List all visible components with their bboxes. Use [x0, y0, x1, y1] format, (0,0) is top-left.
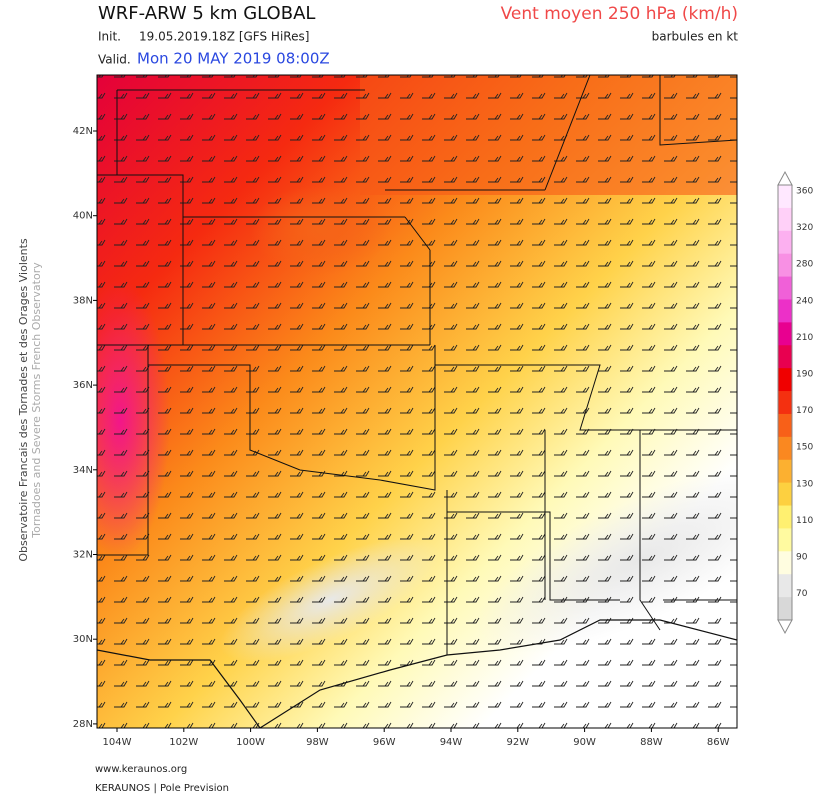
- lat-label: 28N: [73, 719, 93, 730]
- product: Vent moyen 250 hPa (km/h): [501, 4, 738, 24]
- colorbar-segment: [778, 574, 792, 598]
- colorbar-segment: [778, 345, 792, 369]
- colorbar-segment: [778, 551, 792, 575]
- colorbar-cap: [777, 619, 793, 635]
- colorbar-segment: [778, 322, 792, 346]
- lon-label: 92W: [506, 737, 529, 748]
- lon-label: 104W: [103, 737, 132, 748]
- lon-label: 86W: [707, 737, 730, 748]
- colorbar-label: 130: [796, 479, 813, 489]
- colorbar-segment: [778, 459, 792, 484]
- footer-credit: KERAUNOS | Pole Prevision: [95, 783, 229, 794]
- colorbar-label: 70: [796, 589, 808, 599]
- colorbar-segment: [778, 230, 792, 255]
- colorbar-segment: [778, 299, 792, 323]
- colorbar-segment: [778, 505, 792, 529]
- side-text: Tornadoes and Severe Storms French Obser…: [30, 262, 43, 539]
- colorbar-label: 360: [796, 187, 813, 197]
- valid-label: Valid.: [98, 53, 131, 67]
- side-text: Observatoire Francais des Tornades et de…: [17, 238, 30, 562]
- lat-label: 42N: [73, 126, 93, 137]
- lat-label: 32N: [73, 550, 93, 561]
- lat-label: 34N: [73, 465, 93, 476]
- colorbar-label: 150: [796, 443, 813, 453]
- map-frame: [96, 74, 738, 729]
- lat-label: 38N: [73, 295, 93, 306]
- lon-label: 100W: [236, 737, 265, 748]
- lat-label: 30N: [73, 634, 93, 645]
- colorbar-segment: [778, 597, 792, 621]
- barbs-note: barbules en kt: [652, 30, 739, 44]
- colorbar-label: 170: [796, 406, 813, 416]
- colorbar-label: 110: [796, 516, 813, 526]
- colorbar-label: 280: [796, 260, 813, 270]
- colorbar-segment: [778, 482, 792, 507]
- colorbar-segment: [778, 436, 792, 461]
- title: WRF-ARW 5 km GLOBAL: [98, 3, 315, 24]
- lon-label: 94W: [440, 737, 463, 748]
- valid-value: Mon 20 MAY 2019 08:00Z: [137, 50, 330, 68]
- colorbar-label: 90: [796, 553, 808, 563]
- colorbar-segment: [778, 391, 792, 415]
- colorbar-segment: [778, 185, 792, 209]
- colorbar-cap: [777, 170, 793, 186]
- colorbar-segment: [778, 207, 792, 232]
- colorbar-label: 210: [796, 333, 813, 343]
- init-value: 19.05.2019.18Z [GFS HiRes]: [139, 30, 309, 44]
- lon-label: 96W: [373, 737, 396, 748]
- lon-label: 90W: [573, 737, 596, 748]
- init-label: Init.: [98, 30, 121, 44]
- colorbar-segment: [778, 253, 792, 278]
- map: [97, 75, 737, 728]
- colorbar-label: 190: [796, 370, 813, 380]
- colorbar-frame: [777, 184, 793, 621]
- colorbar-segment: [778, 528, 792, 552]
- colorbar-segment: [778, 276, 792, 300]
- lon-label: 98W: [306, 737, 329, 748]
- lat-label: 36N: [73, 380, 93, 391]
- lat-label: 40N: [73, 211, 93, 222]
- colorbar-label: 320: [796, 223, 813, 233]
- footer-site: www.keraunos.org: [95, 764, 187, 775]
- colorbar-label: 240: [796, 296, 813, 306]
- lon-label: 88W: [640, 737, 663, 748]
- colorbar-segment: [778, 413, 792, 438]
- colorbar-segment: [778, 368, 792, 392]
- lon-label: 102W: [169, 737, 198, 748]
